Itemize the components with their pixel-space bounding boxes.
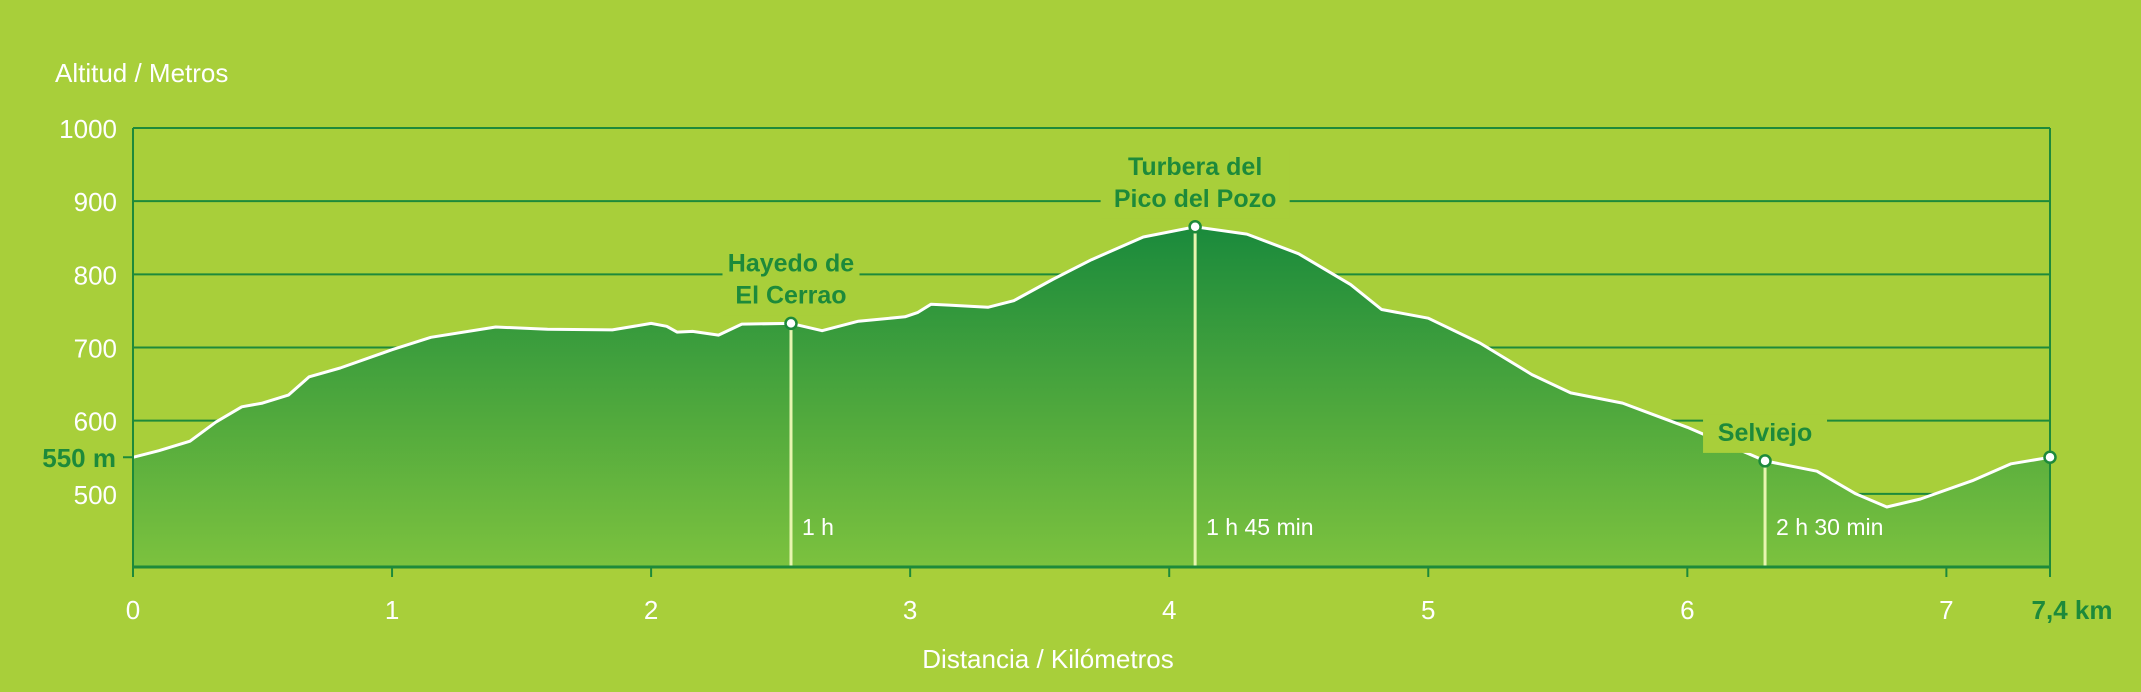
y-tick-label: 500 (74, 480, 117, 510)
waypoint-name-label: Selviejo (1718, 419, 1813, 447)
x-tick-label: 4 (1162, 595, 1176, 625)
waypoints: 1 h Hayedo de El Cerrao 1 h 45 min Turbera d… (722, 148, 2057, 540)
waypoint-name-label: Hayedo de (728, 249, 855, 277)
waypoint-marker (1188, 220, 1202, 234)
x-tick-label: 5 (1421, 595, 1435, 625)
plot-frame (132, 128, 2051, 569)
waypoint-label-bg (722, 245, 860, 316)
y-axis-title: Altitud / Metros (55, 58, 228, 88)
end-point-marker (2043, 450, 2057, 464)
waypoint-name-label: Turbera del (1128, 153, 1262, 181)
waypoint-name-label: Pico del Pozo (1114, 185, 1277, 213)
x-tick-label: 0 (126, 595, 140, 625)
waypoint-time-label: 1 h 45 min (1206, 514, 1313, 540)
elevation-line (132, 225, 2051, 509)
waypoint-name-label: El Cerrao (735, 281, 846, 309)
waypoint-time-label: 1 h (802, 514, 834, 540)
y-tick-label: 1000 (59, 114, 117, 144)
x-tick-label: 3 (903, 595, 917, 625)
x-tick-label: 2 (644, 595, 658, 625)
waypoint-label-bg (1703, 414, 1828, 453)
waypoint-marker (784, 316, 798, 331)
waypoint-lines (789, 226, 1767, 567)
waypoint-time-label: 2 h 30 min (1776, 514, 1883, 540)
start-altitude-label: 550 m (42, 443, 116, 473)
y-tick-label: 700 (74, 334, 117, 364)
y-tick-label: 800 (74, 260, 117, 290)
x-tick-label: 6 (1680, 595, 1694, 625)
x-axis-title: Distancia / Kilómetros (922, 644, 1173, 674)
elevation-area (133, 226, 2050, 568)
y-tick-label: 900 (74, 187, 117, 217)
x-tick-label: 7 (1939, 595, 1953, 625)
x-axis-end-label: 7,4 km (2032, 595, 2113, 625)
waypoint-label-bg (1100, 148, 1290, 219)
x-axis-ticks: 0 1 2 3 4 5 6 7 (126, 567, 2051, 625)
x-tick-label: 1 (385, 595, 399, 625)
waypoint-marker (1758, 454, 1772, 468)
y-axis-ticks: 1000 900 800 700 600 500 (59, 114, 117, 510)
y-tick-label: 600 (74, 407, 117, 437)
